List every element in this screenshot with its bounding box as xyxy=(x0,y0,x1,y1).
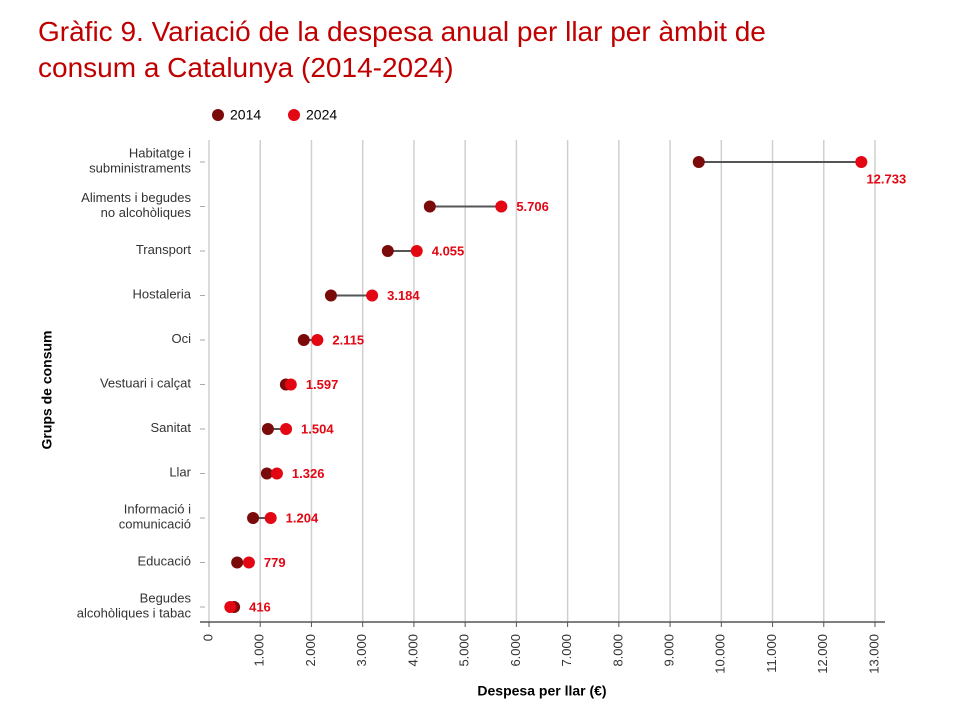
dot-2014 xyxy=(247,512,260,524)
chart-title: Gràfic 9. Variació de la despesa anual p… xyxy=(38,16,766,83)
legend-marker xyxy=(212,109,224,121)
legend-marker xyxy=(288,109,300,121)
dot-2024 xyxy=(280,423,293,435)
dot-2014 xyxy=(231,556,244,569)
x-tick-label: 10.000 xyxy=(713,634,728,674)
dot-2024 xyxy=(242,556,255,569)
y-tick-label: Begudes alcohòliques i tabac xyxy=(77,591,192,621)
x-tick-label: 2.000 xyxy=(303,634,318,667)
x-tick-label: 6.000 xyxy=(508,634,523,667)
value-label: 5.706 xyxy=(516,199,549,214)
dot-2014 xyxy=(324,289,337,302)
dot-2024 xyxy=(270,467,283,480)
dot-2024 xyxy=(495,200,508,213)
x-tick-label: 5.000 xyxy=(457,634,472,667)
y-tick-label: Informació i comunicació xyxy=(119,502,191,532)
value-label: 4.055 xyxy=(432,243,465,258)
dot-2014 xyxy=(261,423,274,435)
dot-2024 xyxy=(855,156,868,168)
value-label: 12.733 xyxy=(866,171,906,186)
y-tick-label: Habitatge i subministraments xyxy=(89,146,191,176)
dot-2014 xyxy=(381,245,394,257)
y-tick-label: Educació xyxy=(138,554,191,569)
legend-label: 2014 xyxy=(230,107,261,123)
x-tick-label: 3.000 xyxy=(354,634,369,667)
x-tick-label: 8.000 xyxy=(610,634,625,667)
value-label: 416 xyxy=(249,599,271,614)
y-tick-label: Hostaleria xyxy=(132,287,191,302)
dot-2014 xyxy=(692,156,705,168)
dot-2024 xyxy=(264,512,277,524)
dot-2024 xyxy=(224,601,237,613)
y-tick-label: Vestuari i calçat xyxy=(100,376,191,391)
x-tick-label: 7.000 xyxy=(559,634,574,667)
x-axis-label: Despesa per llar (€) xyxy=(477,683,606,699)
x-tick-label: 13.000 xyxy=(866,634,881,674)
value-label: 779 xyxy=(264,555,286,570)
x-tick-label: 12.000 xyxy=(815,634,830,674)
y-axis-label: Grups de consum xyxy=(39,330,55,449)
y-tick-label: Oci xyxy=(172,331,192,346)
value-label: 1.597 xyxy=(306,377,339,392)
legend-label: 2024 xyxy=(306,107,337,123)
y-tick-label: Aliments i begudes no alcohòliques xyxy=(81,190,191,220)
y-tick-label: Llar xyxy=(169,465,191,480)
x-tick-label: 0 xyxy=(200,634,215,641)
y-tick-label: Sanitat xyxy=(151,420,192,435)
value-label: 3.184 xyxy=(387,288,420,303)
value-label: 2.115 xyxy=(332,332,364,347)
x-tick-label: 4.000 xyxy=(405,634,420,667)
dot-2024 xyxy=(366,289,379,302)
x-tick-label: 11.000 xyxy=(764,634,779,673)
x-tick-label: 1.000 xyxy=(252,634,267,667)
dot-2014 xyxy=(260,467,273,480)
value-label: 1.326 xyxy=(292,466,325,481)
dot-2024 xyxy=(410,245,423,257)
y-tick-label: Transport xyxy=(136,242,192,257)
dot-2014 xyxy=(423,200,436,213)
value-label: 1.504 xyxy=(301,421,334,436)
dot-2014 xyxy=(297,334,310,346)
value-label: 1.204 xyxy=(286,510,319,525)
dot-2024 xyxy=(311,334,324,346)
dot-2024 xyxy=(284,378,297,391)
x-tick-label: 9.000 xyxy=(662,634,677,667)
